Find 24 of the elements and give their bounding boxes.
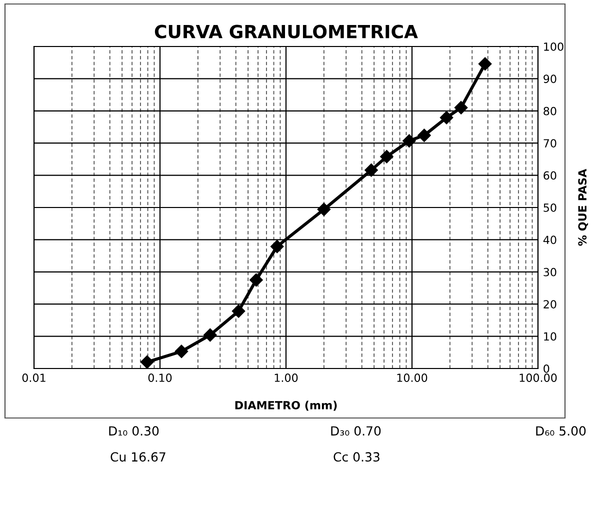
y-tick-label: 70	[544, 139, 556, 148]
y-axis-title: % QUE PASA	[578, 168, 588, 246]
y-tick-label: 80	[544, 106, 556, 116]
text: D₆₀ 5.00	[536, 426, 586, 436]
x-tick-label: 10.00	[397, 374, 428, 382]
y-tick-label: 10	[544, 332, 556, 341]
x-tick-label: 1.00	[274, 374, 298, 382]
y-tick-label: 40	[543, 236, 556, 244]
x-tick-label: 100.00	[520, 374, 557, 382]
x-tick-label: 0.01	[22, 374, 46, 382]
x-axis-title: DIAMETRO (mm)	[235, 400, 337, 411]
y-tick-label: 100	[544, 42, 564, 51]
chart-title: CURVA GRANULOMETRICA	[154, 24, 418, 38]
y-tick-label: 90	[544, 74, 556, 84]
y-tick-label: 60	[544, 171, 556, 180]
text: D₁₀ 0.30	[109, 426, 159, 436]
y-tick-label: 30	[544, 268, 556, 276]
x-tick-label: 0.10	[148, 374, 172, 382]
y-tick-label: 0	[544, 364, 550, 373]
text: Cc 0.33	[334, 452, 380, 462]
text: Cu 16.67	[110, 452, 166, 462]
y-tick-label: 20	[544, 300, 556, 308]
text: D₃₀ 0.70	[331, 426, 381, 436]
y-tick-label: 50	[544, 203, 556, 212]
